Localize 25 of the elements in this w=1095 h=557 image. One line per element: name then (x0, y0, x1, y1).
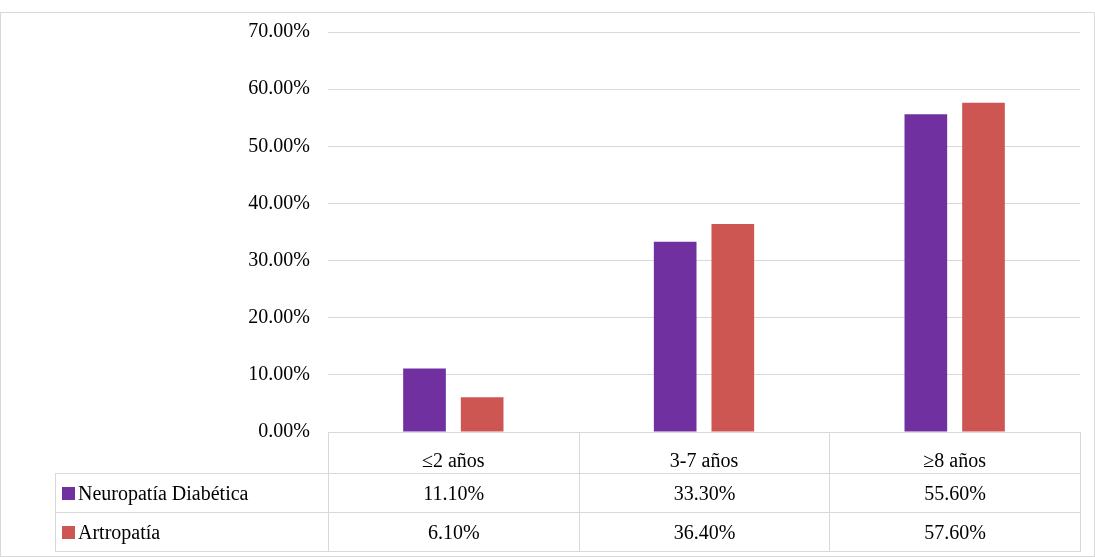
y-tick-label: 40.00% (248, 190, 310, 213)
data-label: 11.10% (328, 473, 580, 513)
bar (460, 397, 504, 432)
data-label: 33.30% (578, 473, 831, 513)
y-tick-label: 50.00% (248, 133, 310, 156)
y-tick-label: 60.00% (248, 76, 310, 99)
bar (403, 368, 446, 432)
y-tick-label: 20.00% (248, 304, 310, 327)
data-label: 6.10% (328, 512, 580, 552)
y-tick-label: 10.00% (248, 362, 310, 385)
bar (711, 224, 755, 432)
legend-label: Neuropatía Diabética (78, 481, 249, 505)
y-tick-label: 0.00% (258, 419, 310, 442)
data-label: 55.60% (829, 473, 1081, 513)
x-tick-label: ≥8 años (923, 449, 987, 472)
bar (653, 241, 697, 432)
x-tick-label: ≤2 años (422, 449, 485, 472)
x-tick-label: 3-7 años (669, 449, 739, 472)
bar (904, 114, 948, 432)
bar (962, 102, 1005, 432)
data-label: 36.40% (578, 512, 831, 552)
y-tick-label: 30.00% (248, 247, 310, 270)
legend-label: Artropatía (78, 520, 161, 544)
data-label: 57.60% (829, 512, 1081, 552)
y-tick-label: 70.00% (248, 19, 310, 42)
